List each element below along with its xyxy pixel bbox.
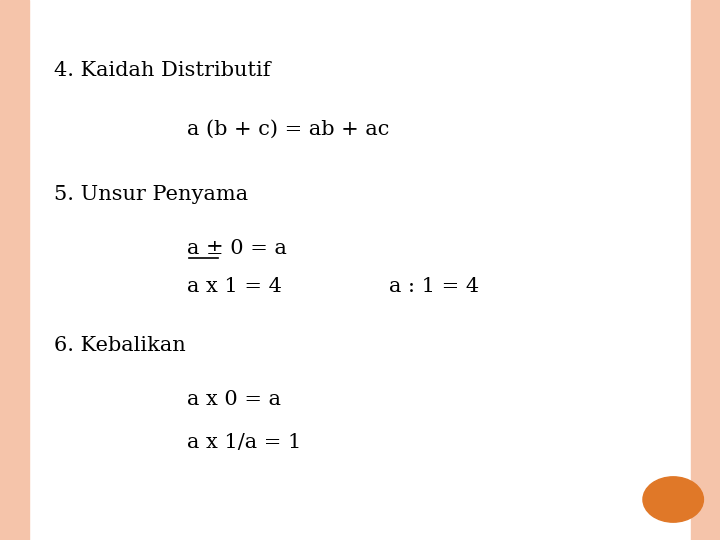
- Text: a (b + c) = ab + ac: a (b + c) = ab + ac: [187, 120, 390, 139]
- Bar: [0, 0, 29, 540]
- Text: a ± 0 = a: a ± 0 = a: [187, 239, 287, 258]
- Circle shape: [643, 477, 703, 522]
- Text: 4. Kaidah Distributif: 4. Kaidah Distributif: [54, 60, 271, 80]
- Text: 6. Kebalikan: 6. Kebalikan: [54, 336, 186, 355]
- Text: 5. Unsur Penyama: 5. Unsur Penyama: [54, 185, 248, 204]
- Text: a x 1/a = 1: a x 1/a = 1: [187, 433, 302, 453]
- Text: a x 1 = 4: a x 1 = 4: [187, 276, 282, 296]
- Text: a x 0 = a: a x 0 = a: [187, 390, 282, 409]
- Bar: [691, 0, 720, 540]
- Text: a : 1 = 4: a : 1 = 4: [389, 276, 479, 296]
